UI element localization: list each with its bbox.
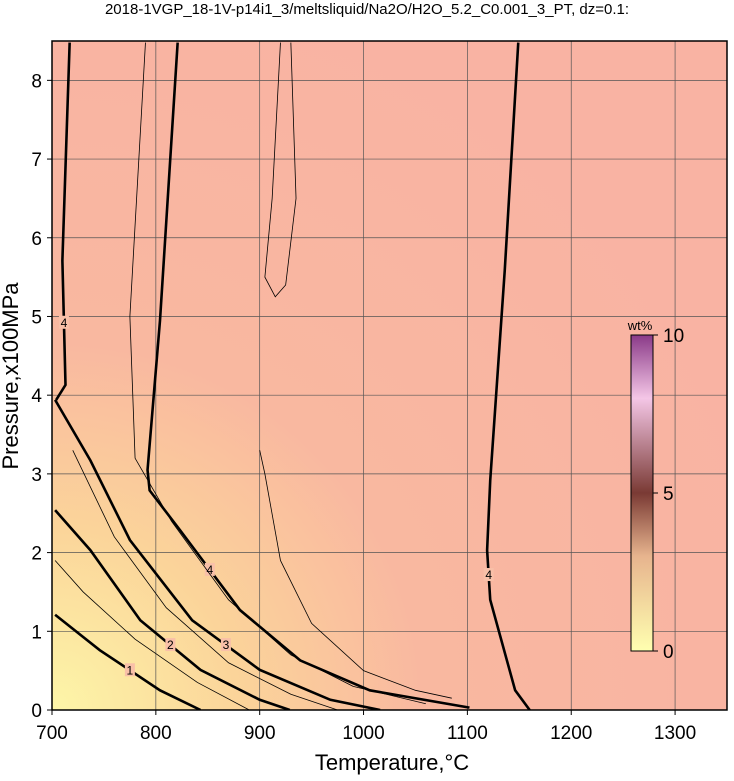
- y-tick-label: 7: [31, 150, 42, 171]
- contour-label-bg: [204, 562, 215, 576]
- colorbar: [630, 334, 654, 652]
- contour-line: [129, 42, 426, 705]
- x-axis-label: Temperature,°C: [315, 750, 469, 775]
- contours: 4 4 3 2 1 4: [53, 42, 531, 710]
- colorbar-tick-label: 0: [663, 642, 674, 663]
- y-tick-label: 3: [31, 465, 42, 486]
- chart-title: 2018-1VGP_18-1V-p14i1_3/meltsliquid/Na2O…: [105, 1, 629, 18]
- contour-label: 1: [127, 663, 134, 677]
- plot-frame: [51, 40, 728, 711]
- y-tick-label: 1: [31, 622, 42, 643]
- contour-label-bg: [483, 568, 494, 582]
- contour-label: 4: [207, 563, 214, 577]
- contour-line: [54, 560, 250, 710]
- contour-line: [264, 42, 297, 298]
- contour-line: [72, 450, 338, 710]
- contour-label: 3: [223, 638, 230, 652]
- contour-label-bg: [124, 663, 135, 677]
- y-tick-label: 8: [31, 71, 42, 92]
- y-tick-label: 4: [31, 386, 42, 407]
- y-tick-label: 5: [31, 307, 42, 328]
- contour-label: 4: [485, 568, 492, 582]
- grid: [51, 41, 727, 711]
- y-tick-label: 0: [31, 701, 42, 722]
- plot-background: [52, 41, 727, 710]
- contour-line: [53, 399, 381, 710]
- y-tick-label: 6: [31, 229, 42, 250]
- x-tick-label: 1000: [342, 723, 384, 744]
- x-tick-label: 700: [36, 723, 68, 744]
- x-tick-label: 1200: [550, 723, 592, 744]
- colorbar-tick-label: 10: [663, 326, 684, 347]
- contour-label-bg: [220, 638, 231, 652]
- colorbar-label: wt%: [627, 318, 653, 333]
- x-tick-label: 1300: [654, 723, 696, 744]
- x-tick-label: 800: [140, 723, 172, 744]
- contour-line: [146, 42, 470, 709]
- y-tick-label: 2: [31, 544, 42, 565]
- contour-label: 4: [61, 316, 68, 330]
- x-tick-label: 1100: [447, 723, 488, 744]
- contour-line: [485, 42, 531, 710]
- contour-label-bg: [165, 638, 176, 652]
- contour-label: 2: [167, 638, 174, 652]
- contour-line: [259, 450, 452, 699]
- y-axis-label: Pressure,x100MPa: [0, 282, 23, 470]
- colorbar-tick-label: 5: [663, 484, 674, 505]
- contour-label-bg: [58, 315, 69, 329]
- x-tick-label: 900: [244, 723, 276, 744]
